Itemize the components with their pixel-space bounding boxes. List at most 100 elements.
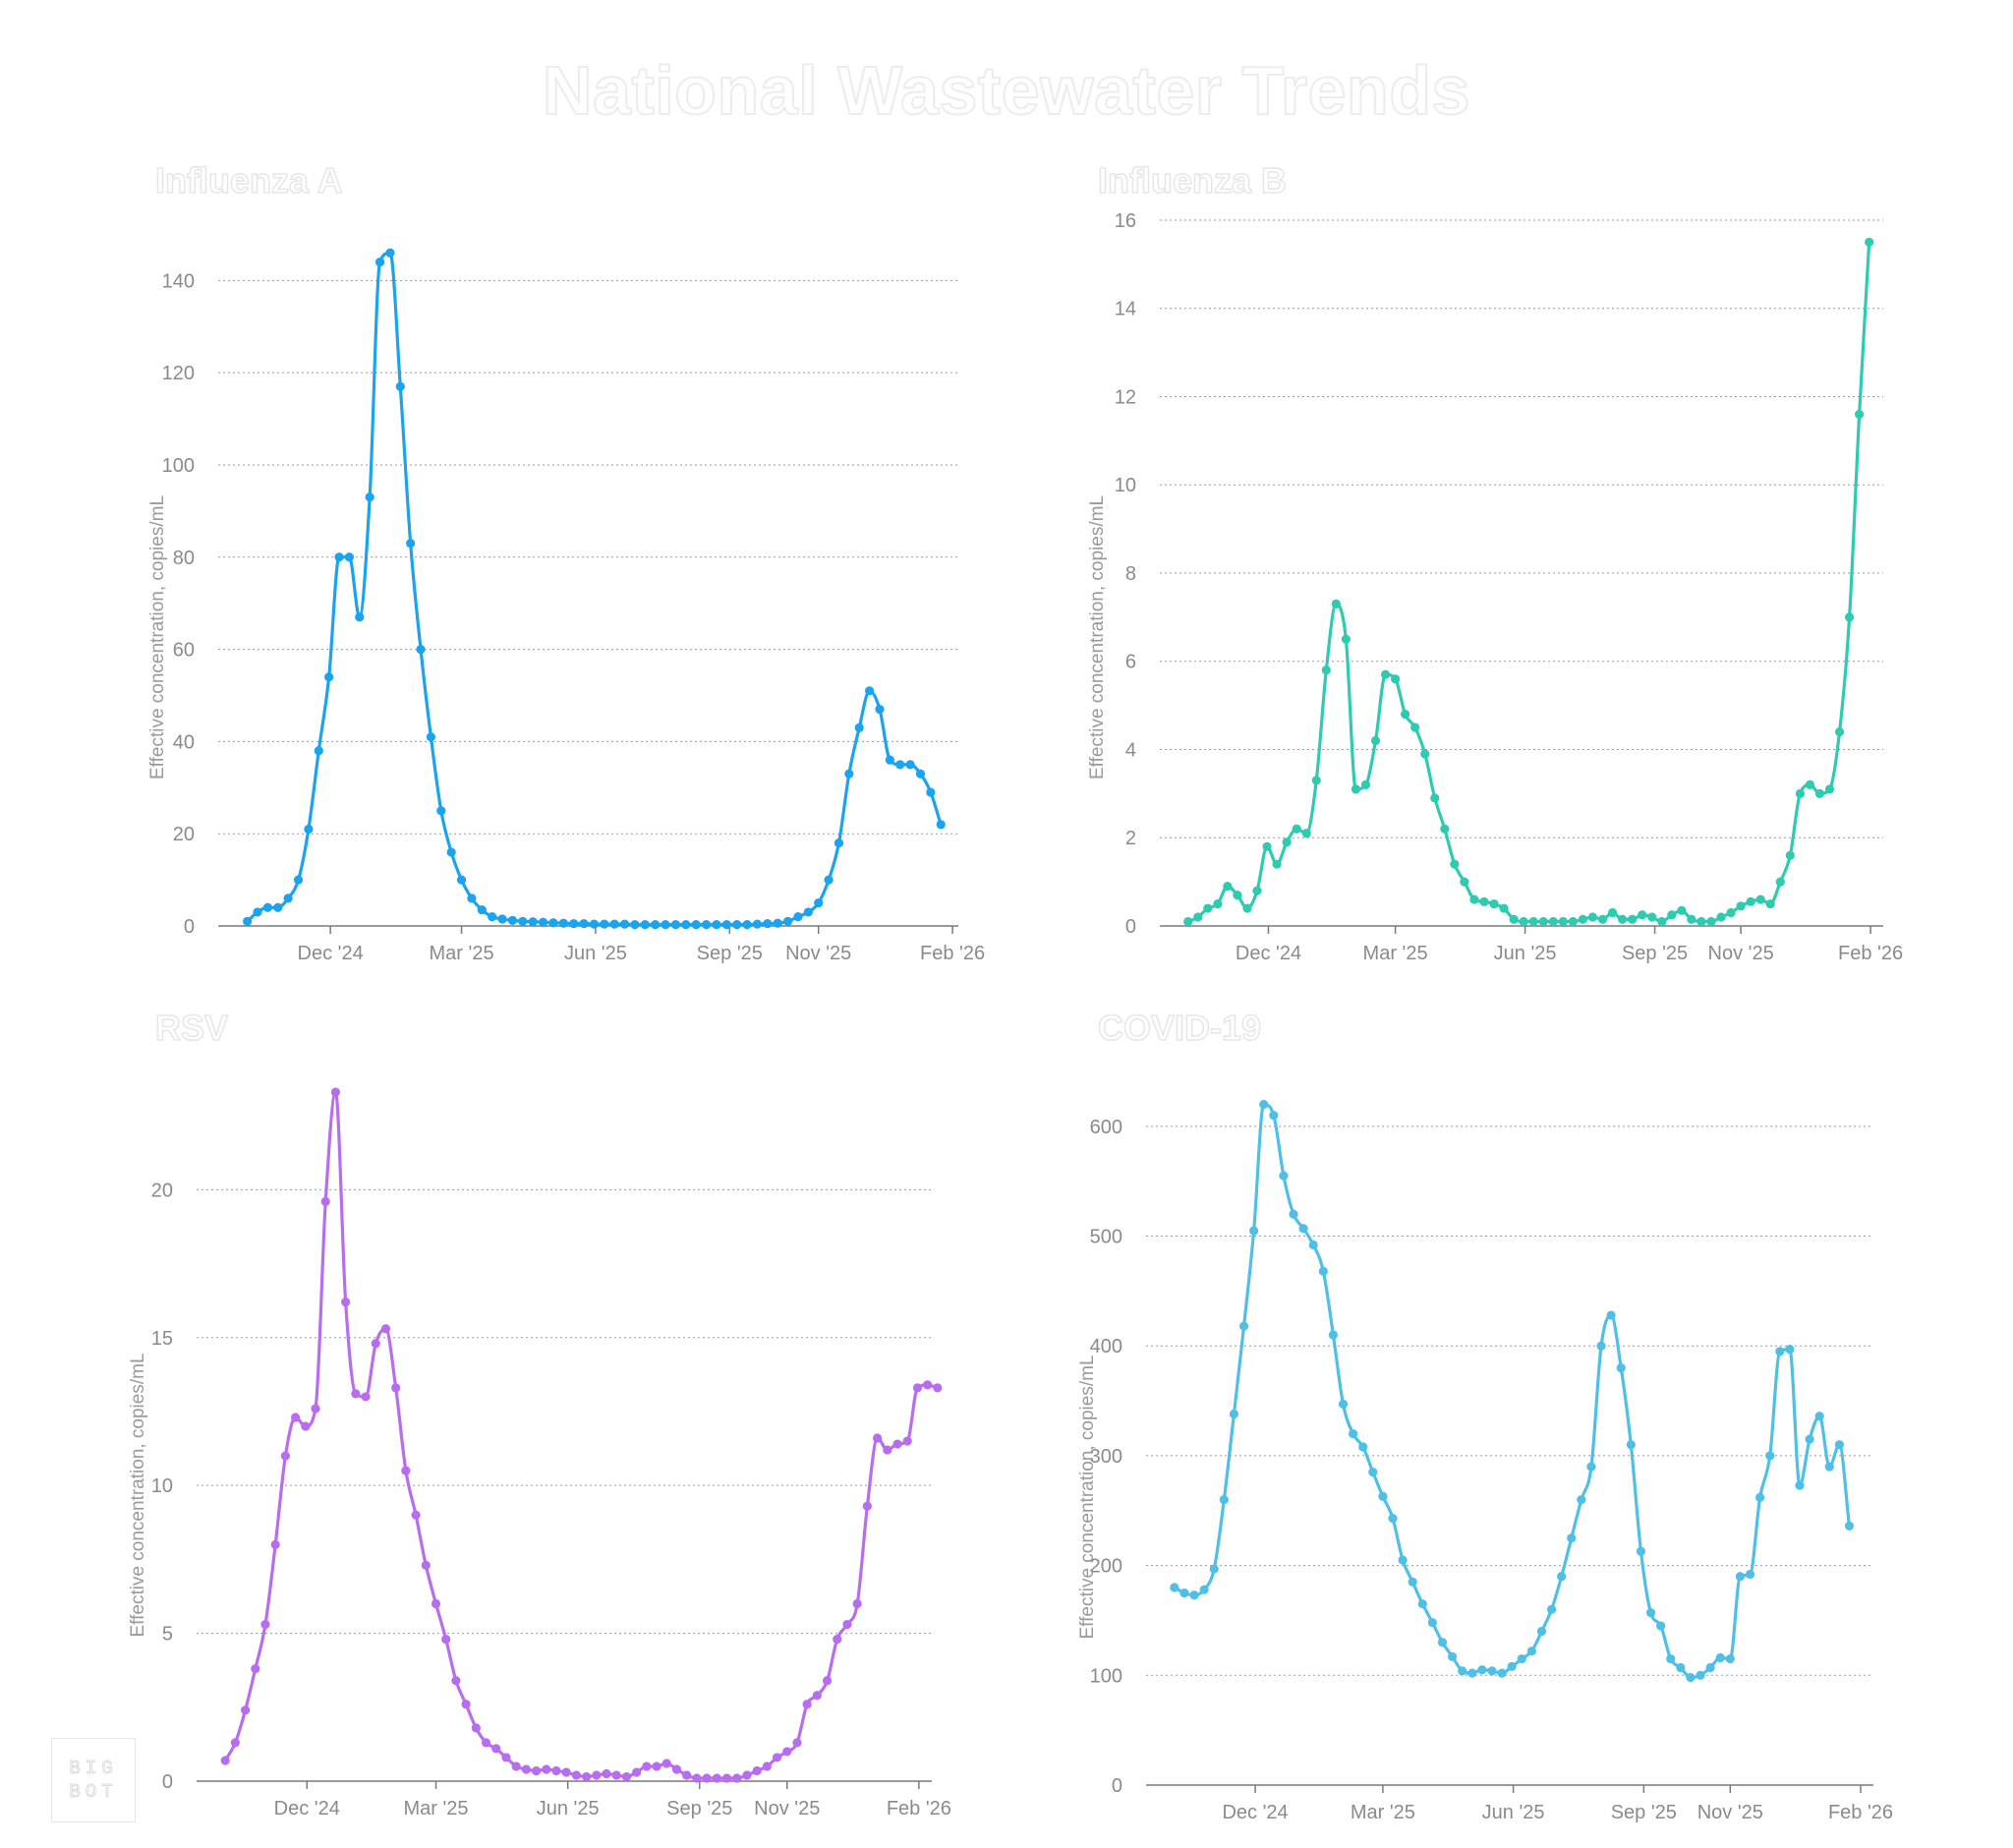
data-point: [1519, 916, 1528, 927]
data-point: [1213, 898, 1223, 909]
y-tick-label: 4: [1125, 739, 1136, 761]
data-point: [1538, 916, 1548, 927]
data-point: [661, 1759, 671, 1768]
data-point: [538, 917, 548, 927]
y-axis-label: Effective concentration, copies/mL: [1087, 495, 1108, 780]
data-point: [824, 875, 834, 885]
y-tick-label: 40: [173, 731, 195, 753]
data-point: [1477, 1665, 1487, 1675]
data-point: [833, 1635, 842, 1645]
data-point: [1597, 914, 1608, 924]
data-point: [220, 1756, 230, 1765]
x-tick-label: Nov '25: [785, 943, 851, 964]
data-point: [732, 919, 742, 930]
data-point: [518, 916, 528, 926]
data-point: [291, 1413, 301, 1422]
x-tick-label: Sep '25: [666, 1798, 732, 1819]
data-point: [1279, 1171, 1289, 1181]
x-tick-label: Feb '26: [887, 1798, 951, 1819]
y-tick-label: 60: [173, 640, 195, 662]
data-point: [1726, 907, 1736, 918]
y-tick-label: 0: [184, 916, 195, 938]
data-point: [732, 1773, 742, 1783]
data-point: [1183, 916, 1193, 927]
data-point: [1289, 1209, 1298, 1219]
data-point: [1378, 1491, 1388, 1501]
data-point: [344, 552, 355, 562]
data-point: [1645, 1608, 1656, 1618]
data-point: [1844, 612, 1855, 622]
data-point: [602, 1768, 611, 1779]
data-point: [1487, 1666, 1497, 1676]
data-point: [691, 919, 701, 930]
data-point: [926, 787, 936, 797]
y-tick-label: 100: [162, 455, 195, 477]
data-point: [812, 1691, 822, 1701]
data-point: [351, 1389, 361, 1399]
y-tick-label: 12: [1115, 386, 1136, 408]
x-tick-label: Dec '24: [1222, 1802, 1288, 1823]
x-tick-label: Mar '25: [430, 943, 494, 964]
data-point: [1855, 409, 1865, 420]
data-point: [1380, 669, 1391, 679]
data-point: [1170, 1583, 1179, 1592]
data-point: [1229, 1409, 1239, 1419]
data-point: [1193, 912, 1203, 922]
data-point: [1360, 780, 1371, 789]
data-point: [436, 806, 446, 816]
data-point: [652, 1761, 661, 1771]
data-point: [883, 1445, 892, 1455]
data-point: [1308, 1240, 1318, 1250]
data-point: [330, 1087, 341, 1097]
data-point: [763, 919, 773, 929]
y-tick-label: 8: [1125, 563, 1136, 585]
data-point: [1765, 898, 1775, 909]
x-tick-label: Nov '25: [1697, 1802, 1763, 1823]
data-point: [531, 1765, 542, 1776]
data-point: [742, 1770, 752, 1780]
data-point: [371, 1339, 380, 1349]
data-point: [1301, 829, 1311, 838]
data-point: [1437, 1638, 1448, 1647]
y-tick-label: 2: [1125, 828, 1136, 849]
data-point: [762, 1761, 772, 1771]
data-point: [902, 1436, 912, 1446]
data-point: [441, 1635, 451, 1645]
data-point: [1447, 1651, 1458, 1661]
data-point: [1458, 1666, 1467, 1676]
data-point: [651, 919, 661, 930]
y-tick-label: 80: [173, 548, 195, 569]
data-point: [852, 1598, 862, 1609]
x-tick-label: Jun '25: [1494, 943, 1557, 964]
data-point: [712, 1773, 721, 1783]
data-point: [1249, 1226, 1259, 1236]
data-point: [642, 1761, 652, 1771]
data-point: [1338, 1399, 1349, 1410]
data-point: [1368, 1468, 1378, 1477]
data-point: [670, 919, 681, 930]
y-tick-label: 20: [151, 1180, 173, 1201]
data-point: [380, 1324, 391, 1334]
data-point: [1298, 1224, 1308, 1234]
data-point: [1467, 1668, 1477, 1678]
data-point: [467, 894, 477, 903]
data-point: [582, 1771, 592, 1782]
y-tick-label: 0: [1125, 916, 1136, 938]
data-point: [1795, 788, 1805, 798]
data-point: [742, 919, 752, 930]
data-point: [293, 875, 304, 885]
y-tick-label: 120: [162, 363, 195, 384]
data-point: [692, 1773, 702, 1783]
data-point: [1398, 1555, 1408, 1565]
data-point: [1607, 907, 1618, 918]
data-point: [1795, 1480, 1805, 1490]
data-point: [411, 1510, 421, 1520]
data-point: [1636, 1546, 1646, 1556]
data-point: [609, 919, 619, 929]
data-point: [391, 1383, 401, 1393]
data-point: [1351, 784, 1361, 794]
y-tick-label: 400: [1090, 1336, 1122, 1357]
data-point: [1427, 1618, 1437, 1628]
data-point: [1440, 824, 1450, 834]
